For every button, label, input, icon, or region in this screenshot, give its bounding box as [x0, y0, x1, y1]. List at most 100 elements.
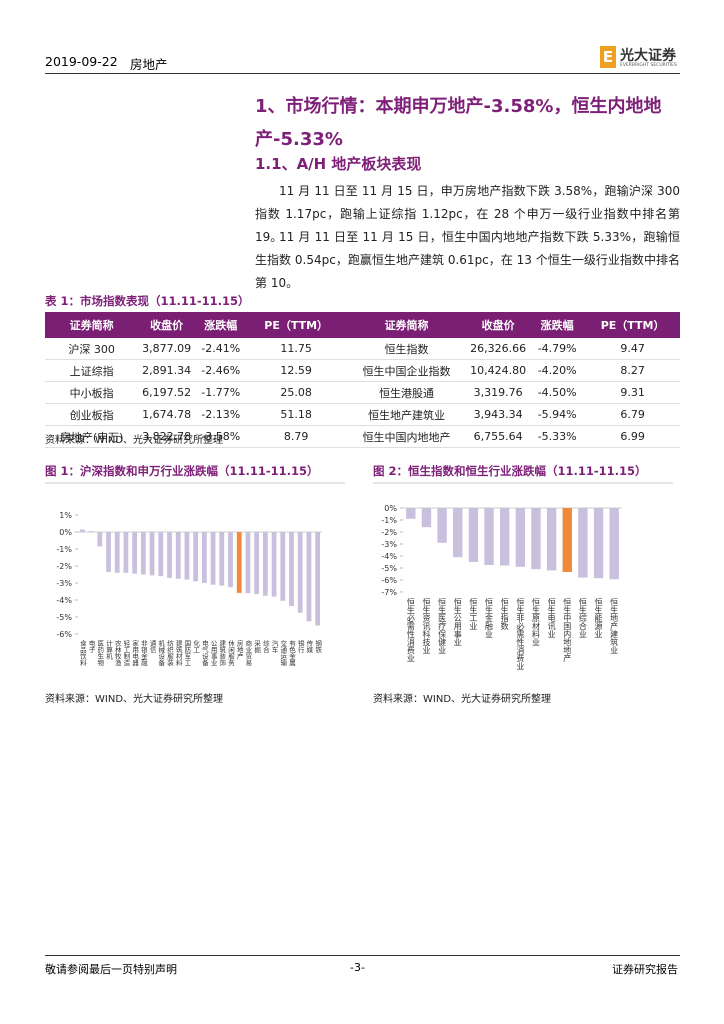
table-row: 房地产(申万) 3,822.78 -3.58% 8.79 恒生中国内地地产 6,755.6… — [45, 425, 680, 448]
x-tick-label: 恒生工业 — [469, 597, 478, 630]
table-source: 资料来源：WIND、光大证券研究所整理 — [45, 435, 224, 446]
logo-mark: E — [600, 46, 616, 68]
bar — [158, 532, 164, 577]
table-cell: -5.33% — [529, 425, 586, 448]
x-tick-label: 公用事业 — [209, 640, 217, 666]
y-tick-label: 0% — [384, 504, 397, 513]
table-cell: 51.18 — [246, 403, 346, 426]
bar — [468, 508, 479, 562]
table-cell: 6,755.64 — [467, 425, 530, 448]
chart-title: 图 2：恒生指数和恒生行业涨跌幅（11.11-11.15） — [373, 464, 647, 478]
y-tick-label: -6% — [56, 630, 72, 639]
x-tick-label: 通信 — [148, 639, 156, 655]
x-tick-label: 恒生能源业 — [594, 597, 603, 638]
bar — [254, 532, 260, 595]
table-caption: 表 1：市场指数表现（11.11-11.15） — [45, 294, 250, 308]
paragraph: 11 月 11 日至 11 月 15 日，恒生中国内地地产指数下跌 5.33%，… — [255, 230, 680, 290]
bar — [562, 508, 572, 572]
table-cell: 房地产(申万) — [45, 425, 139, 448]
x-tick-label: 银行 — [296, 639, 304, 655]
x-tick-label: 休闲服务 — [227, 639, 235, 668]
bar — [271, 532, 277, 597]
table-cell: 6.79 — [585, 403, 680, 426]
x-tick-label: 纺织服装 — [166, 639, 174, 668]
x-tick-label: 非银金融 — [139, 639, 147, 668]
column-header: 证券简称 — [45, 312, 139, 338]
y-tick-label: -5% — [381, 564, 397, 573]
x-tick-label: 机械设备 — [157, 639, 165, 668]
section-subtitle: 1.1、A/H 地产板块表现 — [255, 155, 422, 173]
table-cell: 沪深 300 — [45, 338, 139, 360]
table-cell: -4.20% — [529, 359, 586, 382]
table-cell: 12.59 — [246, 359, 346, 382]
table-cell: 恒生中国企业指数 — [345, 359, 468, 382]
section-title: 1、市场行情：本期申万地产-3.58%，恒生内地地产-5.33% — [255, 96, 662, 150]
table-cell: 9.31 — [585, 381, 680, 404]
table-cell: 6,197.52 — [138, 381, 196, 404]
x-tick-label: 食品饮料 — [78, 639, 86, 668]
y-tick-label: -2% — [381, 528, 397, 537]
table-cell: 3,822.78 — [138, 425, 196, 448]
y-tick-label: -3% — [56, 579, 72, 588]
x-tick-label: 传媒 — [305, 639, 313, 655]
chart-source: 资料来源：WIND、光大证券研究所整理 — [45, 692, 223, 705]
bar — [593, 508, 604, 579]
bar — [437, 508, 447, 543]
x-tick-label: 电子 — [87, 639, 95, 654]
y-tick-label: -2% — [56, 562, 72, 571]
bar — [123, 532, 129, 573]
bar — [499, 508, 510, 566]
table-cell: 11.75 — [246, 338, 346, 360]
header-sector: 房地产 — [130, 57, 168, 72]
header-rule — [45, 73, 680, 74]
header-date: 2019-09-22 — [45, 54, 118, 69]
x-tick-label: 国防军工 — [183, 640, 191, 667]
table-cell: 6.99 — [585, 425, 680, 448]
y-tick-label: -1% — [56, 545, 72, 554]
y-tick-label: 0% — [59, 528, 72, 537]
footer-disclaimer: 敬请参阅最后一页特别声明 — [45, 963, 177, 976]
x-tick-label: 恒生公用事业 — [453, 597, 462, 646]
bar — [406, 508, 416, 519]
bar — [546, 508, 557, 571]
bar — [421, 508, 432, 528]
bar — [175, 532, 181, 579]
chart-source: 资料来源：WIND、光大证券研究所整理 — [373, 692, 551, 705]
x-tick-label: 农林牧渔 — [113, 639, 121, 668]
x-tick-label: 交通运输 — [279, 639, 287, 668]
x-tick-label: 恒生电讯业 — [547, 597, 556, 638]
table-cell: 恒生指数 — [345, 338, 468, 360]
table-cell: 8.27 — [585, 359, 680, 382]
table-cell: -2.41% — [195, 338, 247, 360]
column-header: 收盘价 — [467, 312, 530, 338]
table-cell: -2.13% — [195, 403, 247, 426]
header-row: 证券简称 收盘价 涨跌幅 PE（TTM） 证券简称 收盘价 涨跌幅 PE（TTM） — [45, 312, 680, 338]
table-row: 沪深 300 3,877.09 -2.41% 11.75 恒生指数 26,326.66 -4… — [45, 338, 680, 360]
y-tick-label: -6% — [381, 576, 397, 585]
table-cell: -5.94% — [529, 403, 586, 426]
x-tick-label: 化工 — [192, 639, 200, 654]
x-tick-label: 恒生资讯科技业 — [422, 597, 431, 654]
table-cell: 1,674.78 — [138, 403, 196, 426]
x-tick-label: 家用电器 — [131, 639, 139, 668]
bar — [609, 508, 619, 580]
x-tick-label: 钢铁 — [314, 640, 322, 655]
x-tick-label: 恒生非必需性消费业 — [516, 597, 525, 670]
footer-page: -3- — [350, 961, 365, 974]
logo-text: 光大证券 — [620, 48, 676, 64]
bar — [219, 532, 225, 586]
y-tick-label: -4% — [381, 552, 397, 561]
x-tick-label: 恒生原材料业 — [531, 597, 540, 646]
x-tick-label: 汽车 — [270, 639, 278, 655]
table-cell: 上证综指 — [45, 359, 139, 382]
footer-label: 证券研究报告 — [612, 963, 678, 976]
y-tick-label: -1% — [381, 516, 397, 525]
table-cell: 9.47 — [585, 338, 680, 360]
column-header: PE（TTM） — [246, 312, 346, 338]
bar — [453, 508, 463, 558]
x-tick-label: 采掘 — [253, 639, 261, 655]
bar — [236, 532, 242, 593]
table-cell: 8.79 — [246, 425, 346, 448]
y-tick-label: -3% — [381, 540, 397, 549]
